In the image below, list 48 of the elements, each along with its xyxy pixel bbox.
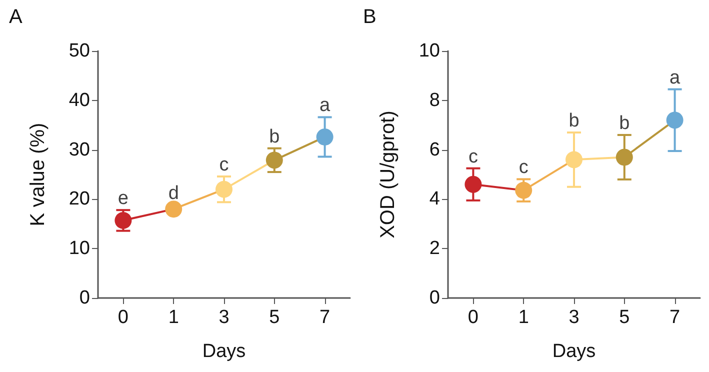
annotation: b <box>619 112 630 134</box>
x-axis-title: Days <box>552 341 596 362</box>
y-tick-label: 0 <box>79 288 90 308</box>
x-tick-label: 7 <box>670 307 680 328</box>
point <box>316 128 334 146</box>
y-tick-label: 10 <box>68 238 90 260</box>
point <box>114 212 132 229</box>
y-tick-label: 8 <box>429 90 440 111</box>
annotation: e <box>118 188 128 210</box>
annotation: c <box>468 146 478 168</box>
x-tick-label: 5 <box>619 307 630 328</box>
chart-title: A <box>9 6 23 28</box>
point <box>666 112 684 129</box>
x-tick-label: 3 <box>568 307 580 328</box>
y-tick-label: 40 <box>68 90 90 111</box>
point <box>515 182 532 199</box>
point <box>266 152 283 169</box>
y-tick-label: 6 <box>429 139 440 160</box>
annotation: b <box>568 110 580 132</box>
y-axis-title: XOD (U/gprot) <box>377 110 399 238</box>
chart-title: B <box>363 6 376 28</box>
x-tick-label: 5 <box>269 307 280 328</box>
y-tick-label: 20 <box>68 188 90 210</box>
y-tick-label: 50 <box>68 40 90 62</box>
point <box>165 200 182 218</box>
x-tick-label: 0 <box>118 307 128 328</box>
x-tick-label: 3 <box>218 307 230 328</box>
annotation: c <box>518 157 528 178</box>
y-tick-label: 0 <box>429 288 440 308</box>
point <box>464 176 482 193</box>
x-tick-label: 1 <box>168 307 179 328</box>
annotation: a <box>320 95 331 116</box>
y-tick-label: 30 <box>68 139 90 160</box>
annotation: a <box>670 67 681 88</box>
y-tick-label: 2 <box>429 238 440 260</box>
x-tick-label: 7 <box>320 307 330 328</box>
y-axis-title: K value (%) <box>27 122 49 226</box>
x-axis-title: Days <box>202 341 246 362</box>
point <box>616 148 633 166</box>
point <box>566 151 582 168</box>
x-tick-label: 1 <box>518 307 529 328</box>
y-tick-label: 4 <box>429 188 440 210</box>
annotation: c <box>219 154 229 176</box>
x-tick-label: 0 <box>468 307 478 328</box>
point <box>216 180 232 198</box>
annotation: b <box>269 126 280 148</box>
y-tick-label: 10 <box>418 40 440 62</box>
annotation: d <box>168 183 179 204</box>
